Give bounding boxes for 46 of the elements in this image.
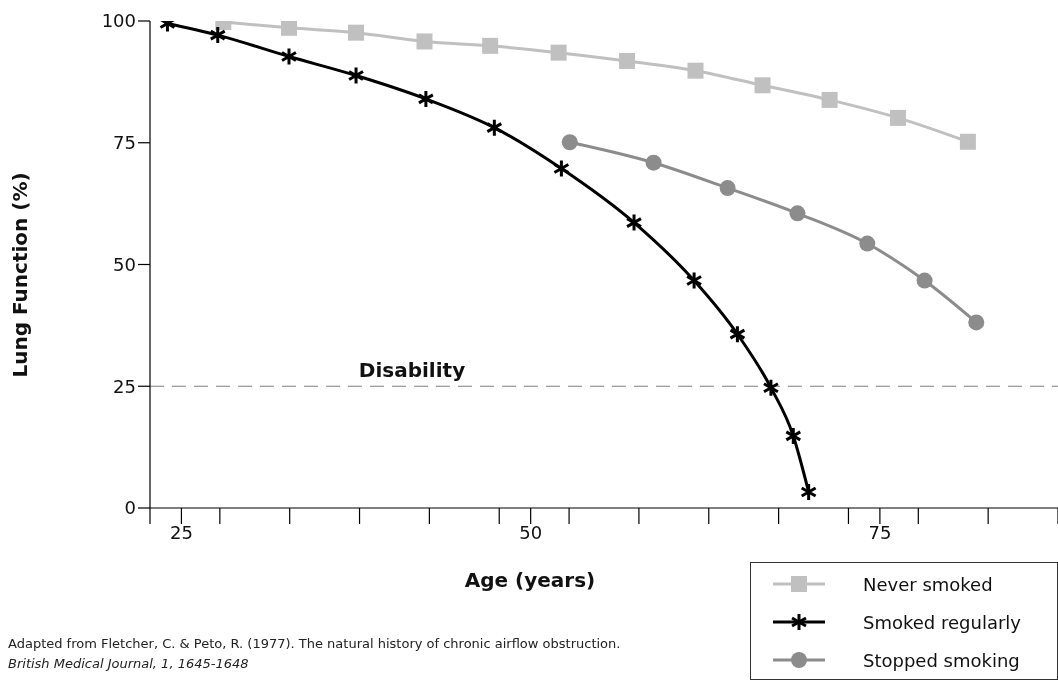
- point: [550, 44, 567, 61]
- point: [482, 37, 499, 54]
- legend-label: Stopped smoking: [863, 649, 1020, 671]
- point: [859, 235, 876, 252]
- y-tick-label: 100: [101, 10, 136, 32]
- point: [916, 272, 933, 289]
- point: [728, 324, 746, 344]
- x-tick-label: 25: [169, 521, 193, 543]
- point: [347, 66, 365, 86]
- point: [280, 21, 297, 36]
- legend-label: Smoked regularly: [863, 611, 1021, 633]
- point: [348, 24, 365, 41]
- y-tick-label: 25: [113, 375, 136, 397]
- point: [789, 205, 806, 222]
- point: [784, 426, 802, 446]
- point: [754, 77, 771, 94]
- point: [209, 25, 227, 45]
- point: [890, 109, 907, 126]
- text: Adapted from Fletcher, C. & Peto, R. (1977). The natural history of chronic airflow obstruction.: [8, 635, 621, 653]
- point: [552, 159, 570, 179]
- point: [762, 378, 780, 398]
- point: [719, 180, 736, 197]
- point: [687, 62, 704, 79]
- point: [561, 134, 578, 151]
- point: [959, 133, 976, 150]
- point: [821, 91, 838, 108]
- point: [968, 314, 985, 331]
- point: [417, 89, 435, 109]
- point: [685, 271, 703, 291]
- y-tick-label: 75: [113, 132, 136, 154]
- y-tick-label: 0: [124, 497, 136, 519]
- point: [485, 118, 503, 138]
- point: [416, 33, 433, 50]
- y-axis-title: Lung Function (%): [8, 172, 32, 378]
- x-tick-label: 75: [868, 521, 892, 543]
- point: [625, 213, 643, 233]
- x-axis-title: Age (years): [463, 568, 597, 592]
- x-tick-label: 50: [519, 521, 543, 543]
- point: [619, 52, 636, 69]
- point: [280, 47, 298, 67]
- text: British Medical Journal, 1, 1645-1648: [8, 655, 250, 673]
- point: [645, 154, 662, 171]
- legend-label: Never smoked: [863, 573, 993, 595]
- point: [800, 482, 818, 502]
- ref-line-label: Disability: [358, 358, 466, 383]
- y-tick-label: 50: [113, 253, 136, 275]
